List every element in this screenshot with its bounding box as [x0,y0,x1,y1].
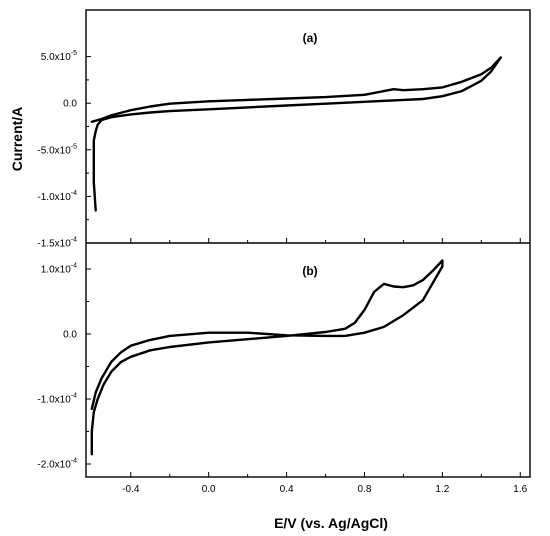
y-tick-exponent: -5 [71,50,77,57]
y-tick-exponent: -5 [71,143,77,150]
x-tick-label: 1.2 [435,484,449,495]
y-axis-label: Current/A [9,107,25,172]
y-tick-label: 0.0 [63,330,77,341]
y-tick-exponent: -4 [71,393,77,400]
y-tick-label: -1.0x10-4 [37,190,77,203]
x-tick-label: 0.4 [280,484,294,495]
y-tick-label: 5.0x10-5 [41,50,77,63]
cv-curve [90,56,502,212]
y-tick-label: -2.0x10-4 [37,458,77,471]
x-tick-label: 1.6 [513,484,527,495]
y-tick-exponent: -4 [71,237,77,244]
x-tick-label: 0.0 [202,484,216,495]
y-tick-label: -1.0x10-4 [37,393,77,406]
panel-b: 1.0x10-4 0.0 -1.0x10-4 -2.0x10-4 -0.4 0.0 0.4 0… [37,259,528,495]
y-tick-exponent: -4 [71,190,77,197]
cv-curve [90,259,444,456]
y-tick-label: 0.0 [63,99,77,110]
panel-label: (a) [303,31,318,45]
y-tick-exponent: -4 [71,458,77,465]
y-tick-exponent: -4 [71,263,77,270]
x-tick-label: -0.4 [122,484,140,495]
x-axis-label: E/V (vs. Ag/AgCl) [274,515,388,531]
y-tick-label: -1.5x10-4 [37,237,77,250]
y-tick-label: -5.0x10-5 [37,143,77,156]
panel-a: 5.0x10-5 0.0 -5.0x10-5 -1.0x10-4 -1.5x10-4 (a… [37,31,521,250]
x-tick-label: 0.8 [358,484,372,495]
y-tick-label: 1.0x10-4 [41,263,77,276]
panel-label: (b) [302,264,317,278]
